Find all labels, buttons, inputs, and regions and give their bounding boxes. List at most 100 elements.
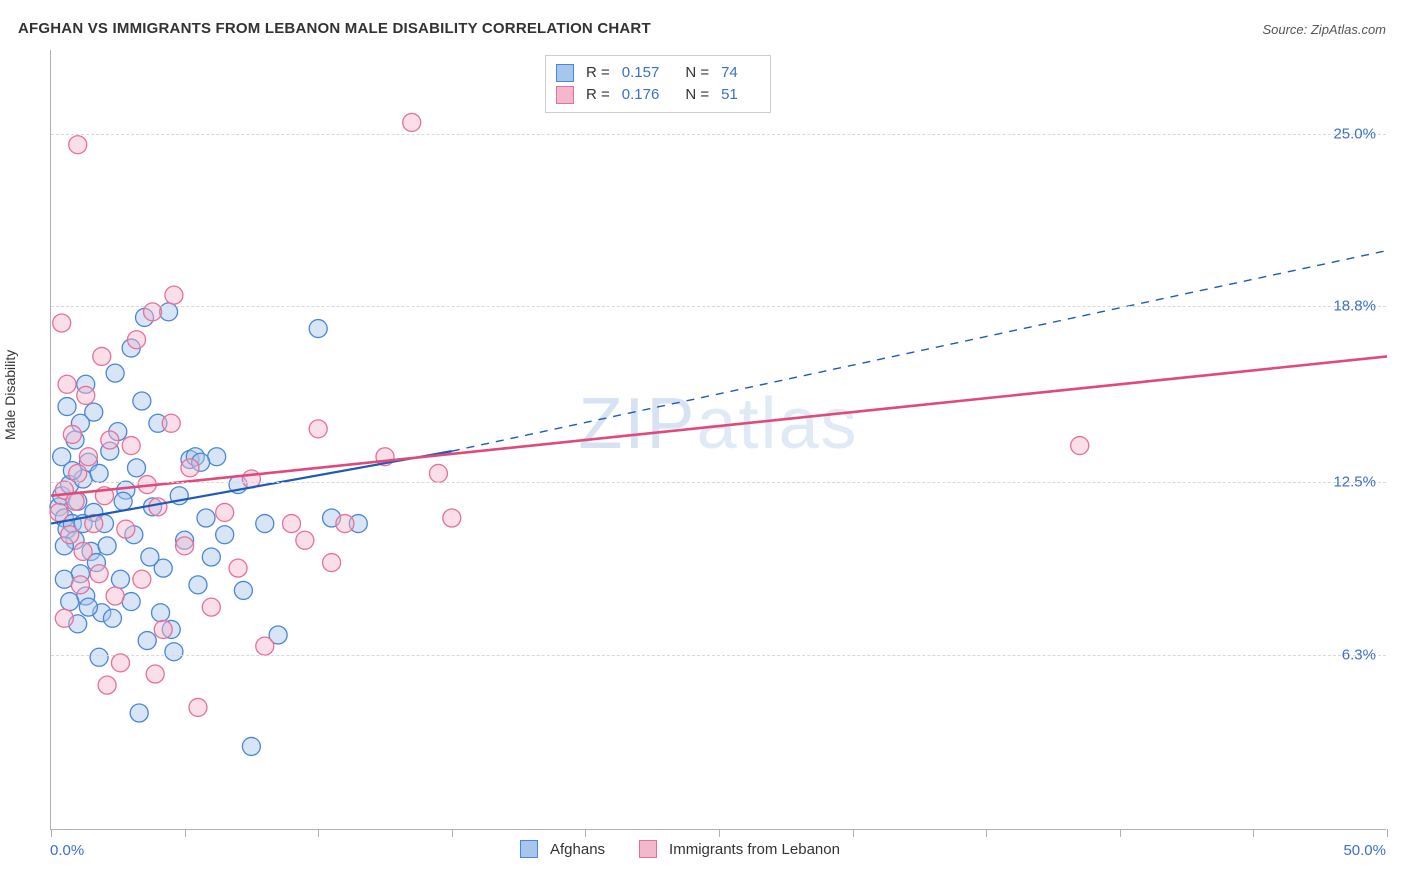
- data-point: [429, 464, 447, 482]
- data-point: [61, 526, 79, 544]
- legend-n-label: N =: [685, 62, 709, 84]
- data-point: [165, 643, 183, 661]
- data-point: [229, 559, 247, 577]
- data-point: [98, 537, 116, 555]
- data-point: [106, 587, 124, 605]
- gridline: [51, 134, 1386, 135]
- trend-line-afghans-solid: [51, 451, 452, 523]
- x-axis-label-min: 0.0%: [50, 842, 84, 859]
- legend-swatch: [520, 840, 538, 858]
- legend-r-value: 0.157: [622, 62, 660, 84]
- data-point: [256, 637, 274, 655]
- data-point: [69, 136, 87, 154]
- legend-swatch: [556, 64, 574, 82]
- legend-n-value: 74: [721, 62, 738, 84]
- plot-area: ZIPatlas 6.3%12.5%18.8%25.0%: [50, 50, 1386, 830]
- data-point: [128, 331, 146, 349]
- x-tick: [185, 829, 186, 837]
- data-point: [216, 503, 234, 521]
- legend-series-label: Afghans: [550, 841, 605, 858]
- legend-row: R = 0.176 N = 51: [556, 84, 756, 106]
- data-point: [122, 593, 140, 611]
- data-point: [103, 609, 121, 627]
- data-point: [282, 515, 300, 533]
- data-point: [152, 604, 170, 622]
- data-point: [309, 420, 327, 438]
- y-tick-label: 25.0%: [1333, 125, 1376, 142]
- chart-title: AFGHAN VS IMMIGRANTS FROM LEBANON MALE D…: [18, 20, 651, 37]
- data-point: [122, 437, 140, 455]
- data-point: [77, 386, 95, 404]
- data-point: [111, 570, 129, 588]
- data-point: [71, 576, 89, 594]
- x-tick: [719, 829, 720, 837]
- data-point: [130, 704, 148, 722]
- x-tick: [51, 829, 52, 837]
- x-tick: [585, 829, 586, 837]
- x-tick: [853, 829, 854, 837]
- data-point: [149, 498, 167, 516]
- y-axis-label: Male Disability: [2, 350, 18, 440]
- data-point: [114, 492, 132, 510]
- legend-n-value: 51: [721, 84, 738, 106]
- legend-series-item: Immigrants from Lebanon: [639, 840, 840, 858]
- data-point: [256, 515, 274, 533]
- gridline: [51, 482, 1386, 483]
- data-point: [79, 448, 97, 466]
- data-point: [202, 598, 220, 616]
- data-point: [133, 570, 151, 588]
- data-point: [133, 392, 151, 410]
- data-point: [323, 554, 341, 572]
- legend-r-value: 0.176: [622, 84, 660, 106]
- legend-r-label: R =: [586, 84, 610, 106]
- x-tick: [1387, 829, 1388, 837]
- data-point: [90, 464, 108, 482]
- data-point: [197, 509, 215, 527]
- data-point: [138, 632, 156, 650]
- data-point: [162, 414, 180, 432]
- data-point: [55, 609, 73, 627]
- legend-n-label: N =: [685, 84, 709, 106]
- trend-line-lebanon: [51, 356, 1387, 495]
- legend-r-label: R =: [586, 62, 610, 84]
- data-point: [58, 398, 76, 416]
- x-tick: [452, 829, 453, 837]
- data-point: [61, 593, 79, 611]
- x-tick: [1253, 829, 1254, 837]
- y-tick-label: 6.3%: [1342, 646, 1376, 663]
- y-tick-label: 12.5%: [1333, 473, 1376, 490]
- data-point: [98, 676, 116, 694]
- data-point: [165, 286, 183, 304]
- data-point: [242, 737, 260, 755]
- data-point: [90, 648, 108, 666]
- data-point: [176, 537, 194, 555]
- data-point: [69, 464, 87, 482]
- x-axis-label-max: 50.0%: [1343, 842, 1386, 859]
- data-point: [403, 113, 421, 131]
- data-point: [146, 665, 164, 683]
- legend-series: Afghans Immigrants from Lebanon: [520, 840, 864, 858]
- data-point: [336, 515, 354, 533]
- y-tick-label: 18.8%: [1333, 298, 1376, 315]
- data-point: [189, 698, 207, 716]
- data-point: [189, 576, 207, 594]
- data-point: [79, 598, 97, 616]
- x-tick: [1120, 829, 1121, 837]
- trend-line-afghans-dashed: [452, 251, 1387, 452]
- gridline: [51, 655, 1386, 656]
- data-point: [55, 570, 73, 588]
- data-point: [90, 565, 108, 583]
- data-point: [111, 654, 129, 672]
- data-point: [63, 425, 81, 443]
- source-label: Source: ZipAtlas.com: [1262, 22, 1386, 37]
- data-point: [101, 431, 119, 449]
- x-tick: [318, 829, 319, 837]
- legend-series-item: Afghans: [520, 840, 605, 858]
- data-point: [181, 459, 199, 477]
- gridline: [51, 306, 1386, 307]
- data-point: [141, 548, 159, 566]
- data-point: [154, 620, 172, 638]
- data-point: [443, 509, 461, 527]
- data-point: [106, 364, 124, 382]
- chart-svg: [51, 50, 1386, 829]
